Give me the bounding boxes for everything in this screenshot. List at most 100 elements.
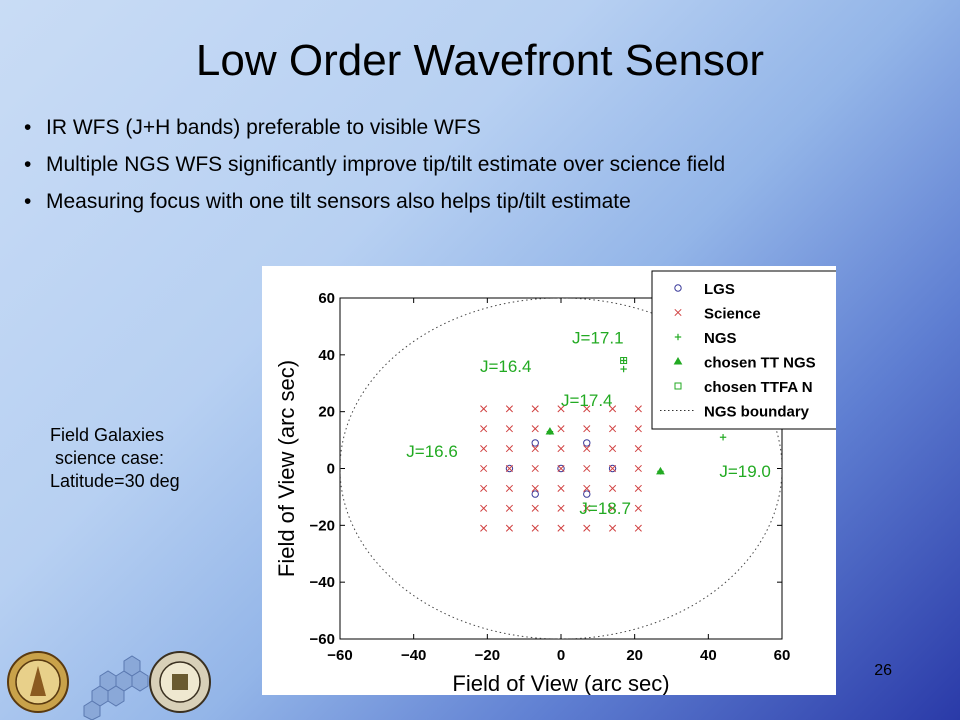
- series-science-point-stroke: [505, 484, 513, 492]
- series-chosen-tt-ngs-point-shape: [656, 466, 665, 475]
- series-lgs-point-shape: [557, 464, 565, 473]
- series-science-point: [609, 524, 617, 532]
- series-science-point-stroke: [480, 524, 488, 532]
- series-science-point-stroke: [583, 425, 591, 433]
- series-chosen-ttfa-n-point-shape: [620, 357, 628, 365]
- series-science-point: [634, 504, 642, 512]
- x-tick-label: 40: [700, 647, 717, 664]
- series-lgs-point-shape: [505, 464, 514, 473]
- legend-marker: [673, 357, 683, 365]
- magnitude-label: J=16.4: [480, 357, 532, 376]
- series-lgs-point: [531, 439, 539, 447]
- series-lgs-point-shape: [531, 490, 539, 498]
- legend-entry: NGS boundary: [704, 404, 810, 421]
- mirror-segments-icon: [83, 655, 149, 720]
- uc-seal-icon: [149, 651, 211, 713]
- series-science-point: [583, 524, 591, 532]
- y-tick-label: −40: [310, 574, 335, 591]
- series-science-point-stroke: [634, 484, 642, 492]
- y-tick-label: 40: [318, 347, 335, 364]
- y-tick-label: 60: [318, 290, 335, 307]
- bullet-list: IR WFS (J+H bands) preferable to visible…: [24, 116, 725, 227]
- legend-entry: Science: [704, 306, 761, 323]
- series-science-point-stroke: [505, 445, 513, 453]
- series-science-point: [480, 425, 488, 433]
- series-ngs-point: [719, 434, 727, 441]
- magnitude-label: J=17.4: [561, 391, 613, 410]
- series-science-point-stroke: [609, 524, 617, 532]
- series-science-point: [531, 484, 539, 492]
- y-axis-label: Field of View (arc sec): [274, 360, 299, 577]
- y-tick-label: 20: [318, 404, 335, 421]
- series-science-point-stroke: [609, 464, 617, 473]
- series-lgs-point-shape: [583, 490, 591, 498]
- series-science-point: [609, 484, 617, 492]
- series-science-point: [505, 504, 513, 512]
- series-science-point-stroke: [583, 405, 591, 413]
- series-science-point: [531, 445, 539, 453]
- series-science-point-stroke: [505, 524, 513, 532]
- y-tick-label: −20: [310, 517, 335, 534]
- magnitude-label: J=17.1: [572, 328, 624, 347]
- series-science-point: [505, 445, 513, 453]
- series-science-point: [505, 405, 513, 413]
- series-science-point-stroke: [480, 484, 488, 492]
- series-science-point: [609, 464, 617, 473]
- note-line: Latitude=30 deg: [50, 471, 180, 491]
- bullet-item: Measuring focus with one tilt sensors al…: [24, 190, 725, 214]
- series-science-point-stroke: [583, 484, 591, 492]
- magnitude-label: J=18.7: [579, 499, 631, 518]
- series-science-point: [557, 504, 565, 512]
- series-science-point: [583, 464, 591, 473]
- series-science-point-stroke: [505, 405, 513, 413]
- legend-entry: chosen TT NGS: [704, 355, 816, 372]
- series-science-point: [480, 504, 488, 512]
- series-science-point: [583, 484, 591, 492]
- series-science-point-stroke: [583, 445, 591, 453]
- series-science-point-stroke: [531, 425, 539, 433]
- wavefront-chart: −60 −40 −20 0 20 40 60 −60 −40 −20 0 20 40 60 Field of…: [262, 266, 836, 695]
- series-science-point-stroke: [531, 445, 539, 453]
- x-tick-label: 60: [774, 647, 791, 664]
- series-chosen-ttfa-n-point: [620, 357, 628, 365]
- series-lgs-point: [583, 490, 591, 498]
- x-tick-label: −40: [401, 647, 426, 664]
- series-science-point-stroke: [480, 504, 488, 512]
- series-science-point-stroke: [531, 484, 539, 492]
- series-science-point: [505, 484, 513, 492]
- slide-title: Low Order Wavefront Sensor: [195, 36, 765, 85]
- legend-marker-shape: [673, 357, 683, 365]
- series-science-point-stroke: [609, 425, 617, 433]
- caltech-seal-icon: [7, 651, 69, 713]
- series-science-point: [480, 405, 488, 413]
- series-science-point: [531, 464, 539, 473]
- series-science-point-stroke: [480, 464, 488, 473]
- legend-marker-stroke: [674, 308, 682, 317]
- series-science-point: [583, 504, 591, 512]
- plot-area: [340, 298, 782, 639]
- series-lgs-point: [505, 464, 514, 473]
- series-lgs-point-shape: [531, 439, 539, 447]
- series-science-point: [505, 524, 513, 532]
- series-science-point: [531, 504, 539, 512]
- series-science-point: [557, 445, 565, 453]
- series-science-point-stroke: [583, 524, 591, 532]
- series-science-point-stroke: [557, 484, 565, 492]
- y-tick-label: −60: [310, 631, 335, 648]
- series-science-point-stroke: [609, 484, 617, 492]
- legend-marker: [674, 308, 682, 317]
- series-science-point: [583, 445, 591, 453]
- series-science-point: [609, 405, 617, 413]
- series-ngs-point: [620, 357, 627, 364]
- series-science-point: [634, 464, 642, 473]
- series-science-point: [531, 425, 539, 433]
- series-science-point: [609, 425, 617, 433]
- legend-entry: NGS: [704, 330, 737, 347]
- series-science-point: [557, 425, 565, 433]
- series-science-point-stroke: [505, 425, 513, 433]
- series-chosen-tt-ngs-point: [656, 466, 665, 475]
- series-science-point: [634, 425, 642, 433]
- series-science-point: [557, 484, 565, 492]
- note-line: science case:: [50, 448, 165, 468]
- series-science-point-stroke: [557, 524, 565, 532]
